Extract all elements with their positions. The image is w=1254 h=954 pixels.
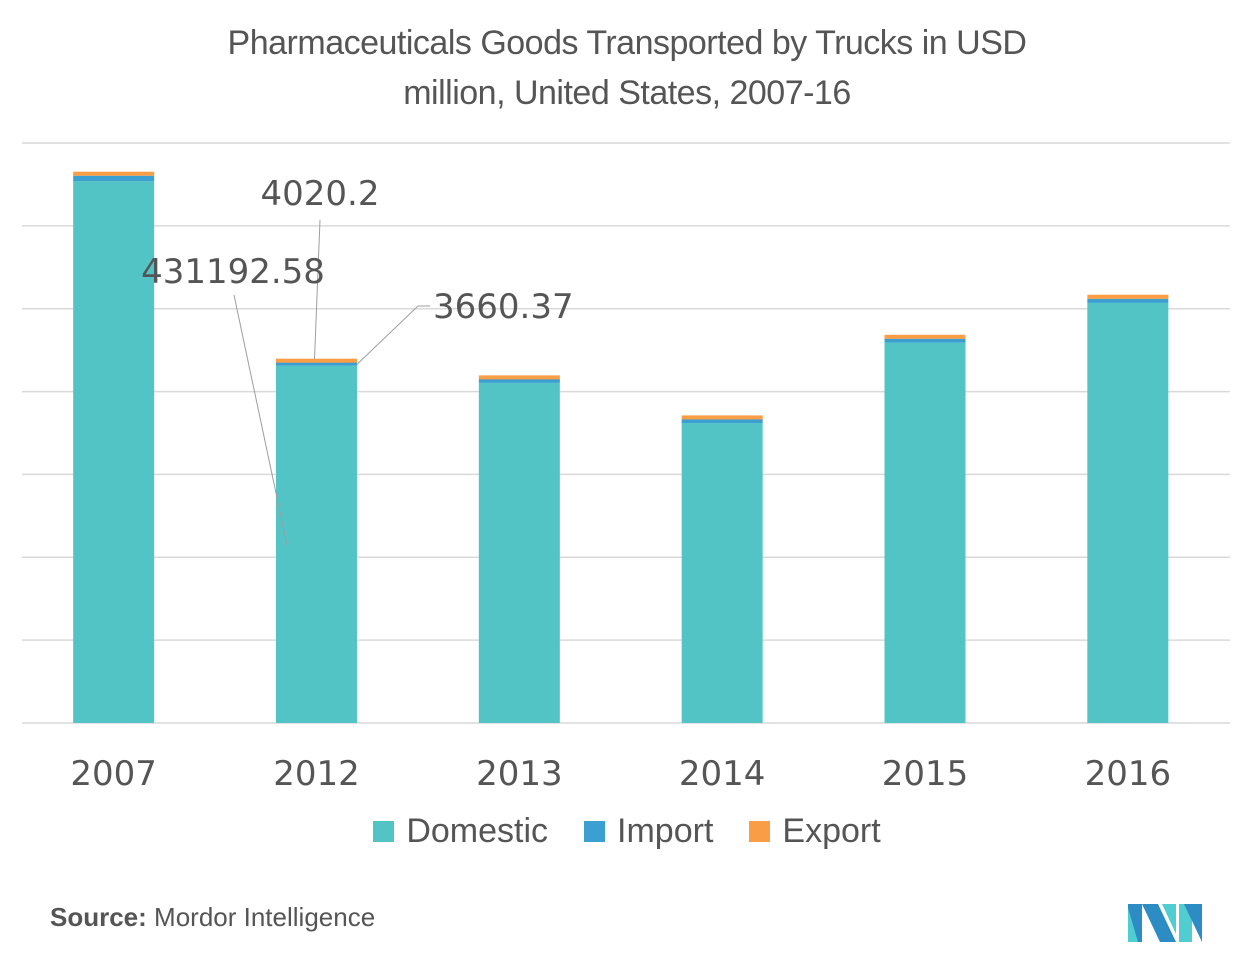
bars: [73, 171, 1169, 724]
annotation-leader-import: [356, 305, 430, 365]
x-tick-label: 2007: [70, 754, 157, 794]
legend-label-export: Export: [782, 812, 881, 850]
bar-import-2014: [681, 419, 763, 424]
annotation-label-domestic: 431192.58: [141, 252, 325, 292]
x-tick-label: 2015: [882, 754, 969, 794]
bar-export-2015: [884, 334, 966, 339]
bar-import-2007: [73, 175, 155, 182]
x-tick-label: 2014: [679, 754, 766, 794]
bar-export-2012: [276, 358, 357, 363]
bar-export-2014: [681, 415, 763, 420]
bar-export-2016: [1087, 294, 1169, 299]
legend-swatch-export: [749, 821, 771, 842]
x-tick-label: 2016: [1085, 754, 1172, 794]
chart-title-line-1: Pharmaceuticals Goods Transported by Tru…: [227, 24, 1027, 62]
bar-domestic-2012: [276, 365, 357, 723]
bar-domestic-2014: [681, 423, 763, 723]
bar-export-2007: [73, 171, 155, 176]
bar-domestic-2016: [1087, 302, 1169, 723]
legend: Domestic Import Export: [0, 812, 1254, 851]
source-note: Source: Mordor Intelligence: [50, 902, 375, 933]
annotation-leader-domestic: [233, 294, 288, 546]
chart-title-line-2: million, United States, 2007-16: [403, 74, 851, 112]
bar-import-2013: [478, 378, 560, 383]
annotation-label-import: 3660.37: [433, 287, 574, 327]
legend-item-import: Import: [584, 812, 713, 851]
source-text: Mordor Intelligence: [154, 902, 376, 932]
source-label: Source:: [50, 902, 147, 932]
bar-domestic-2007: [73, 181, 155, 724]
chart-title: Pharmaceuticals Goods Transported by Tru…: [0, 18, 1254, 118]
x-tick-label: 2012: [273, 754, 360, 794]
bar-domestic-2013: [478, 382, 560, 723]
bar-domestic-2015: [884, 342, 966, 723]
bar-import-2015: [884, 338, 966, 343]
legend-item-domestic: Domestic: [373, 812, 548, 851]
legend-swatch-import: [584, 821, 606, 842]
legend-item-export: Export: [749, 812, 881, 851]
bar-import-2016: [1087, 298, 1169, 303]
legend-label-import: Import: [617, 812, 714, 850]
x-tick-label: 2013: [476, 754, 563, 794]
annotation-leader-export: [314, 219, 321, 360]
bar-import-2012: [276, 361, 357, 366]
annotation-label-export: 4020.2: [261, 174, 380, 214]
x-tick-labels: 2007 2012 2013 2014 2015 2016: [70, 754, 1171, 794]
bar-export-2013: [478, 375, 560, 380]
legend-swatch-domestic: [373, 821, 395, 842]
annotations: 4020.2 431192.58 3660.37: [141, 174, 574, 546]
mordor-intelligence-logo-icon: [1128, 904, 1202, 942]
gridlines: [22, 142, 1230, 724]
legend-label-domestic: Domestic: [406, 812, 549, 850]
